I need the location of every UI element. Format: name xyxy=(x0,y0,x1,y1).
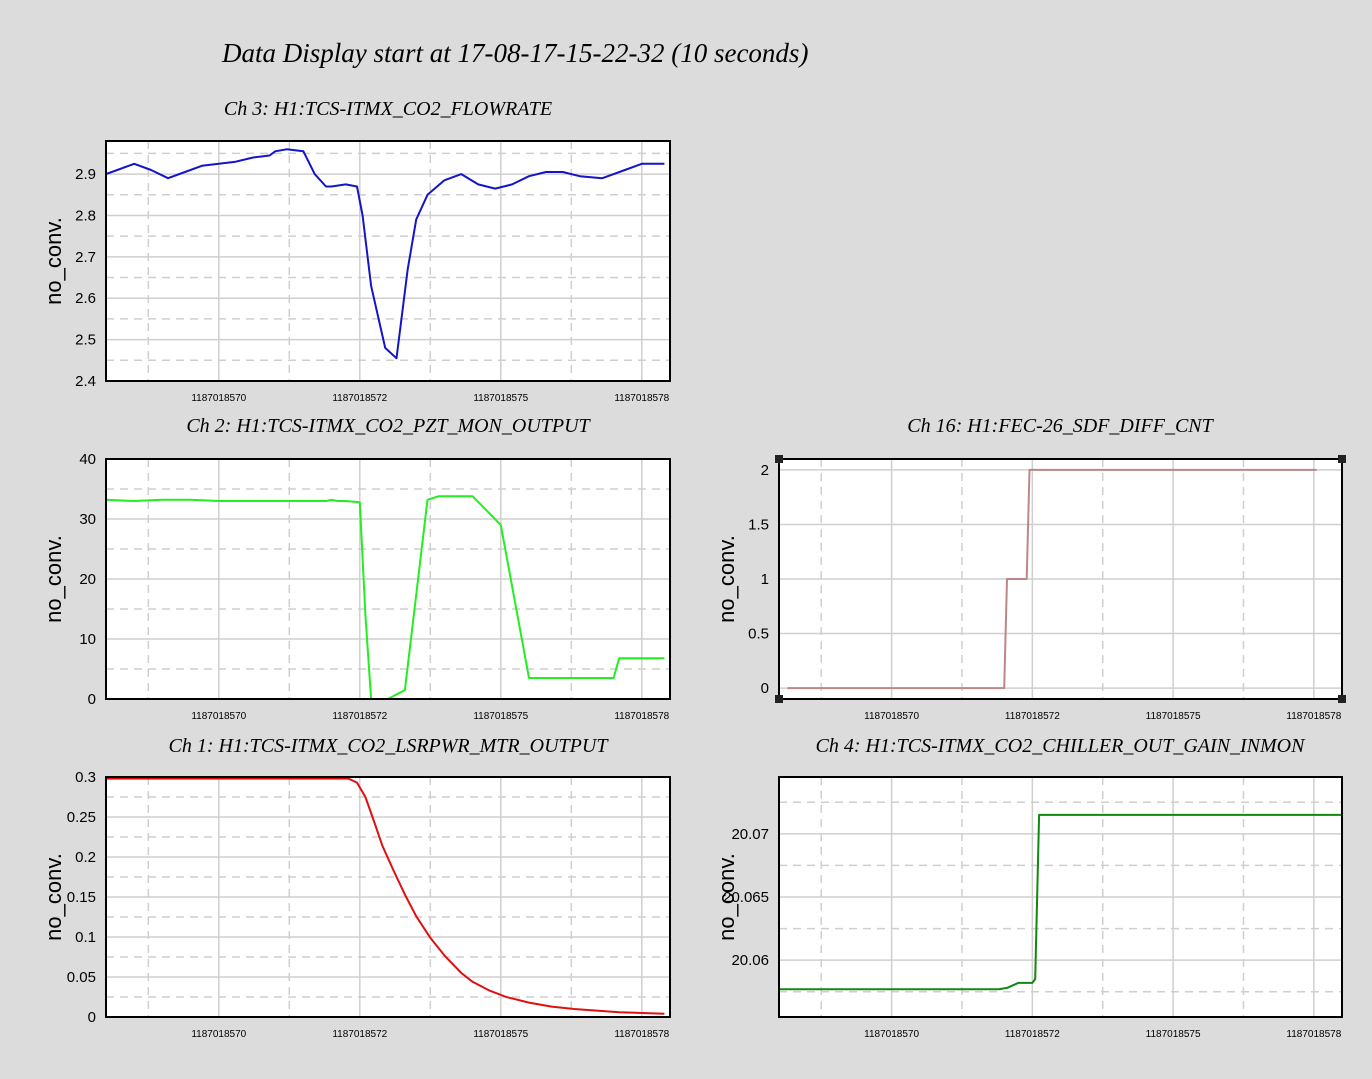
page-title: Data Display start at 17-08-17-15-22-32 … xyxy=(222,38,809,68)
ch4-xtick-label: 1187018578 xyxy=(1286,1029,1341,1040)
ch2-y-axis-label: no_conv. xyxy=(41,535,66,623)
ch1-ytick-label: 0.15 xyxy=(67,889,96,906)
ch16-xtick-label: 1187018572 xyxy=(1005,711,1060,722)
ch1-xtick-label: 1187018570 xyxy=(191,1029,246,1040)
ch1-ytick-label: 0.2 xyxy=(75,849,96,866)
ch3-ytick-label: 2.8 xyxy=(75,207,96,224)
ch16-selection-handle xyxy=(775,695,783,703)
ch4-plot-frame xyxy=(778,776,1343,1018)
ch1-xtick-label: 1187018572 xyxy=(332,1029,387,1040)
ch4-ytick-label: 20.06 xyxy=(731,952,769,969)
chart-title-ch16: Ch 16: H1:FEC-26_SDF_DIFF_CNT xyxy=(907,415,1213,437)
ch16-xtick-label: 1187018570 xyxy=(864,711,919,722)
ch3-plot-area xyxy=(106,141,670,381)
ch1-ytick-label: 0.05 xyxy=(67,969,96,986)
ch2-xtick-label: 1187018570 xyxy=(191,711,246,722)
ch1-ytick-label: 0.1 xyxy=(75,929,96,946)
ch16-ytick-label: 1.5 xyxy=(748,516,769,533)
ch3-ytick-label: 2.7 xyxy=(75,249,96,266)
ch4-xtick-label: 1187018570 xyxy=(864,1029,919,1040)
ch3-series-line xyxy=(105,148,665,360)
ch16-ytick-label: 0.5 xyxy=(748,626,769,643)
chart-title-ch1: Ch 1: H1:TCS-ITMX_CO2_LSRPWR_MTR_OUTPUT xyxy=(168,735,608,757)
ch16-selection-handle xyxy=(1338,455,1346,463)
ch2-ytick-label: 40 xyxy=(79,451,96,468)
ch16-ytick-label: 0 xyxy=(761,680,769,697)
ch1-y-axis-label: no_conv. xyxy=(41,853,66,941)
ch2-ytick-label: 30 xyxy=(79,511,96,528)
chart-title-ch2: Ch 2: H1:TCS-ITMX_CO2_PZT_MON_OUTPUT xyxy=(186,415,590,437)
ch1-xtick-label: 1187018578 xyxy=(614,1029,669,1040)
ch3-xtick-label: 1187018578 xyxy=(614,393,669,404)
ch3-xtick-label: 1187018572 xyxy=(332,393,387,404)
ch4-xtick-label: 1187018572 xyxy=(1005,1029,1060,1040)
ch1-xtick-label: 1187018575 xyxy=(473,1029,528,1040)
chart-title-ch4: Ch 4: H1:TCS-ITMX_CO2_CHILLER_OUT_GAIN_I… xyxy=(815,735,1305,757)
ch16-ytick-label: 2 xyxy=(761,462,769,479)
ch1-ytick-label: 0.25 xyxy=(67,809,96,826)
ch4-series-line xyxy=(779,813,1342,991)
ch1-ytick-label: 0 xyxy=(88,1009,96,1026)
ch3-plot-frame xyxy=(105,140,671,382)
ch2-ytick-label: 20 xyxy=(79,571,96,588)
ch2-ytick-label: 10 xyxy=(79,631,96,648)
chart-title-ch3: Ch 3: H1:TCS-ITMX_CO2_FLOWRATE xyxy=(223,98,553,120)
ch4-ytick-label: 20.065 xyxy=(723,889,769,906)
ch3-xtick-label: 1187018575 xyxy=(473,393,528,404)
ch3-ytick-label: 2.5 xyxy=(75,332,96,349)
ch16-selection-handle xyxy=(1338,695,1346,703)
ch4-ytick-label: 20.07 xyxy=(731,826,769,843)
ch3-xtick-label: 1187018570 xyxy=(191,393,246,404)
ch16-y-axis-label: no_conv. xyxy=(714,535,739,623)
ch2-plot-frame xyxy=(105,458,671,700)
ch2-ytick-label: 0 xyxy=(88,691,96,708)
ch2-xtick-label: 1187018575 xyxy=(473,711,528,722)
ch16-series-line xyxy=(787,468,1317,690)
ch16-ytick-label: 1 xyxy=(761,571,769,588)
ch3-ytick-label: 2.9 xyxy=(75,166,96,183)
ch2-xtick-label: 1187018578 xyxy=(614,711,669,722)
ch16-xtick-label: 1187018578 xyxy=(1286,711,1341,722)
ch3-y-axis-label: no_conv. xyxy=(41,217,66,305)
ch1-series-line xyxy=(106,777,665,1015)
ch3-ytick-label: 2.4 xyxy=(75,373,96,390)
ch16-xtick-label: 1187018575 xyxy=(1146,711,1201,722)
ch4-xtick-label: 1187018575 xyxy=(1146,1029,1201,1040)
ch2-xtick-label: 1187018572 xyxy=(332,711,387,722)
ch3-ytick-label: 2.6 xyxy=(75,290,96,307)
ch16-plot-frame xyxy=(778,458,1343,700)
ch1-ytick-label: 0.3 xyxy=(75,769,96,786)
ch4-y-axis-label: no_conv. xyxy=(714,853,739,941)
ch16-selection-handle xyxy=(775,455,783,463)
ch1-plot-frame xyxy=(105,776,671,1018)
